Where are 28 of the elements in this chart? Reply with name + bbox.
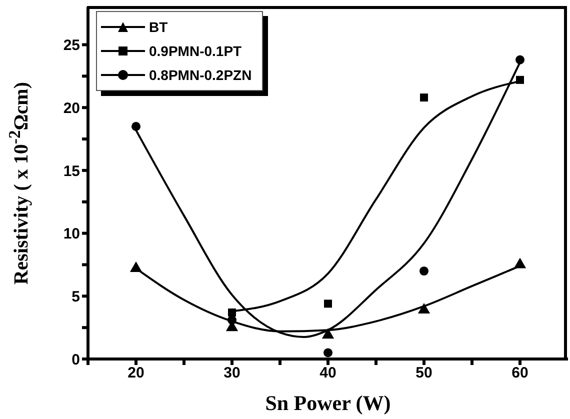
point	[418, 302, 430, 314]
y-tick-label: 0	[72, 351, 80, 368]
point	[322, 328, 334, 339]
point	[228, 308, 236, 316]
x-tick-label: 30	[224, 364, 240, 382]
x-tick-label: 60	[512, 364, 528, 382]
point	[227, 316, 237, 325]
x-axis-title: Sn Power (W)	[265, 391, 391, 415]
x-tick-label: 20	[128, 364, 144, 382]
legend-label: BT	[149, 19, 168, 35]
point	[516, 76, 524, 84]
y-tick-label: 10	[63, 226, 80, 243]
legend-label: 0.8PMN-0.2PZN	[149, 67, 252, 83]
y-tick-label: 5	[72, 288, 80, 306]
point	[323, 348, 333, 358]
y-tick-label: 20	[63, 100, 80, 117]
point	[324, 300, 332, 308]
x-tick-label: 50	[416, 364, 432, 382]
point	[515, 55, 525, 64]
point	[514, 258, 526, 268]
y-tick-label: 15	[63, 162, 80, 180]
y-tick-label: 25	[63, 37, 80, 54]
point	[419, 266, 429, 276]
point	[420, 94, 428, 102]
point	[131, 122, 141, 131]
point	[130, 261, 142, 272]
x-tick-label: 40	[320, 364, 336, 382]
legend-label: 0.9PMN-0.1PT	[149, 43, 242, 59]
